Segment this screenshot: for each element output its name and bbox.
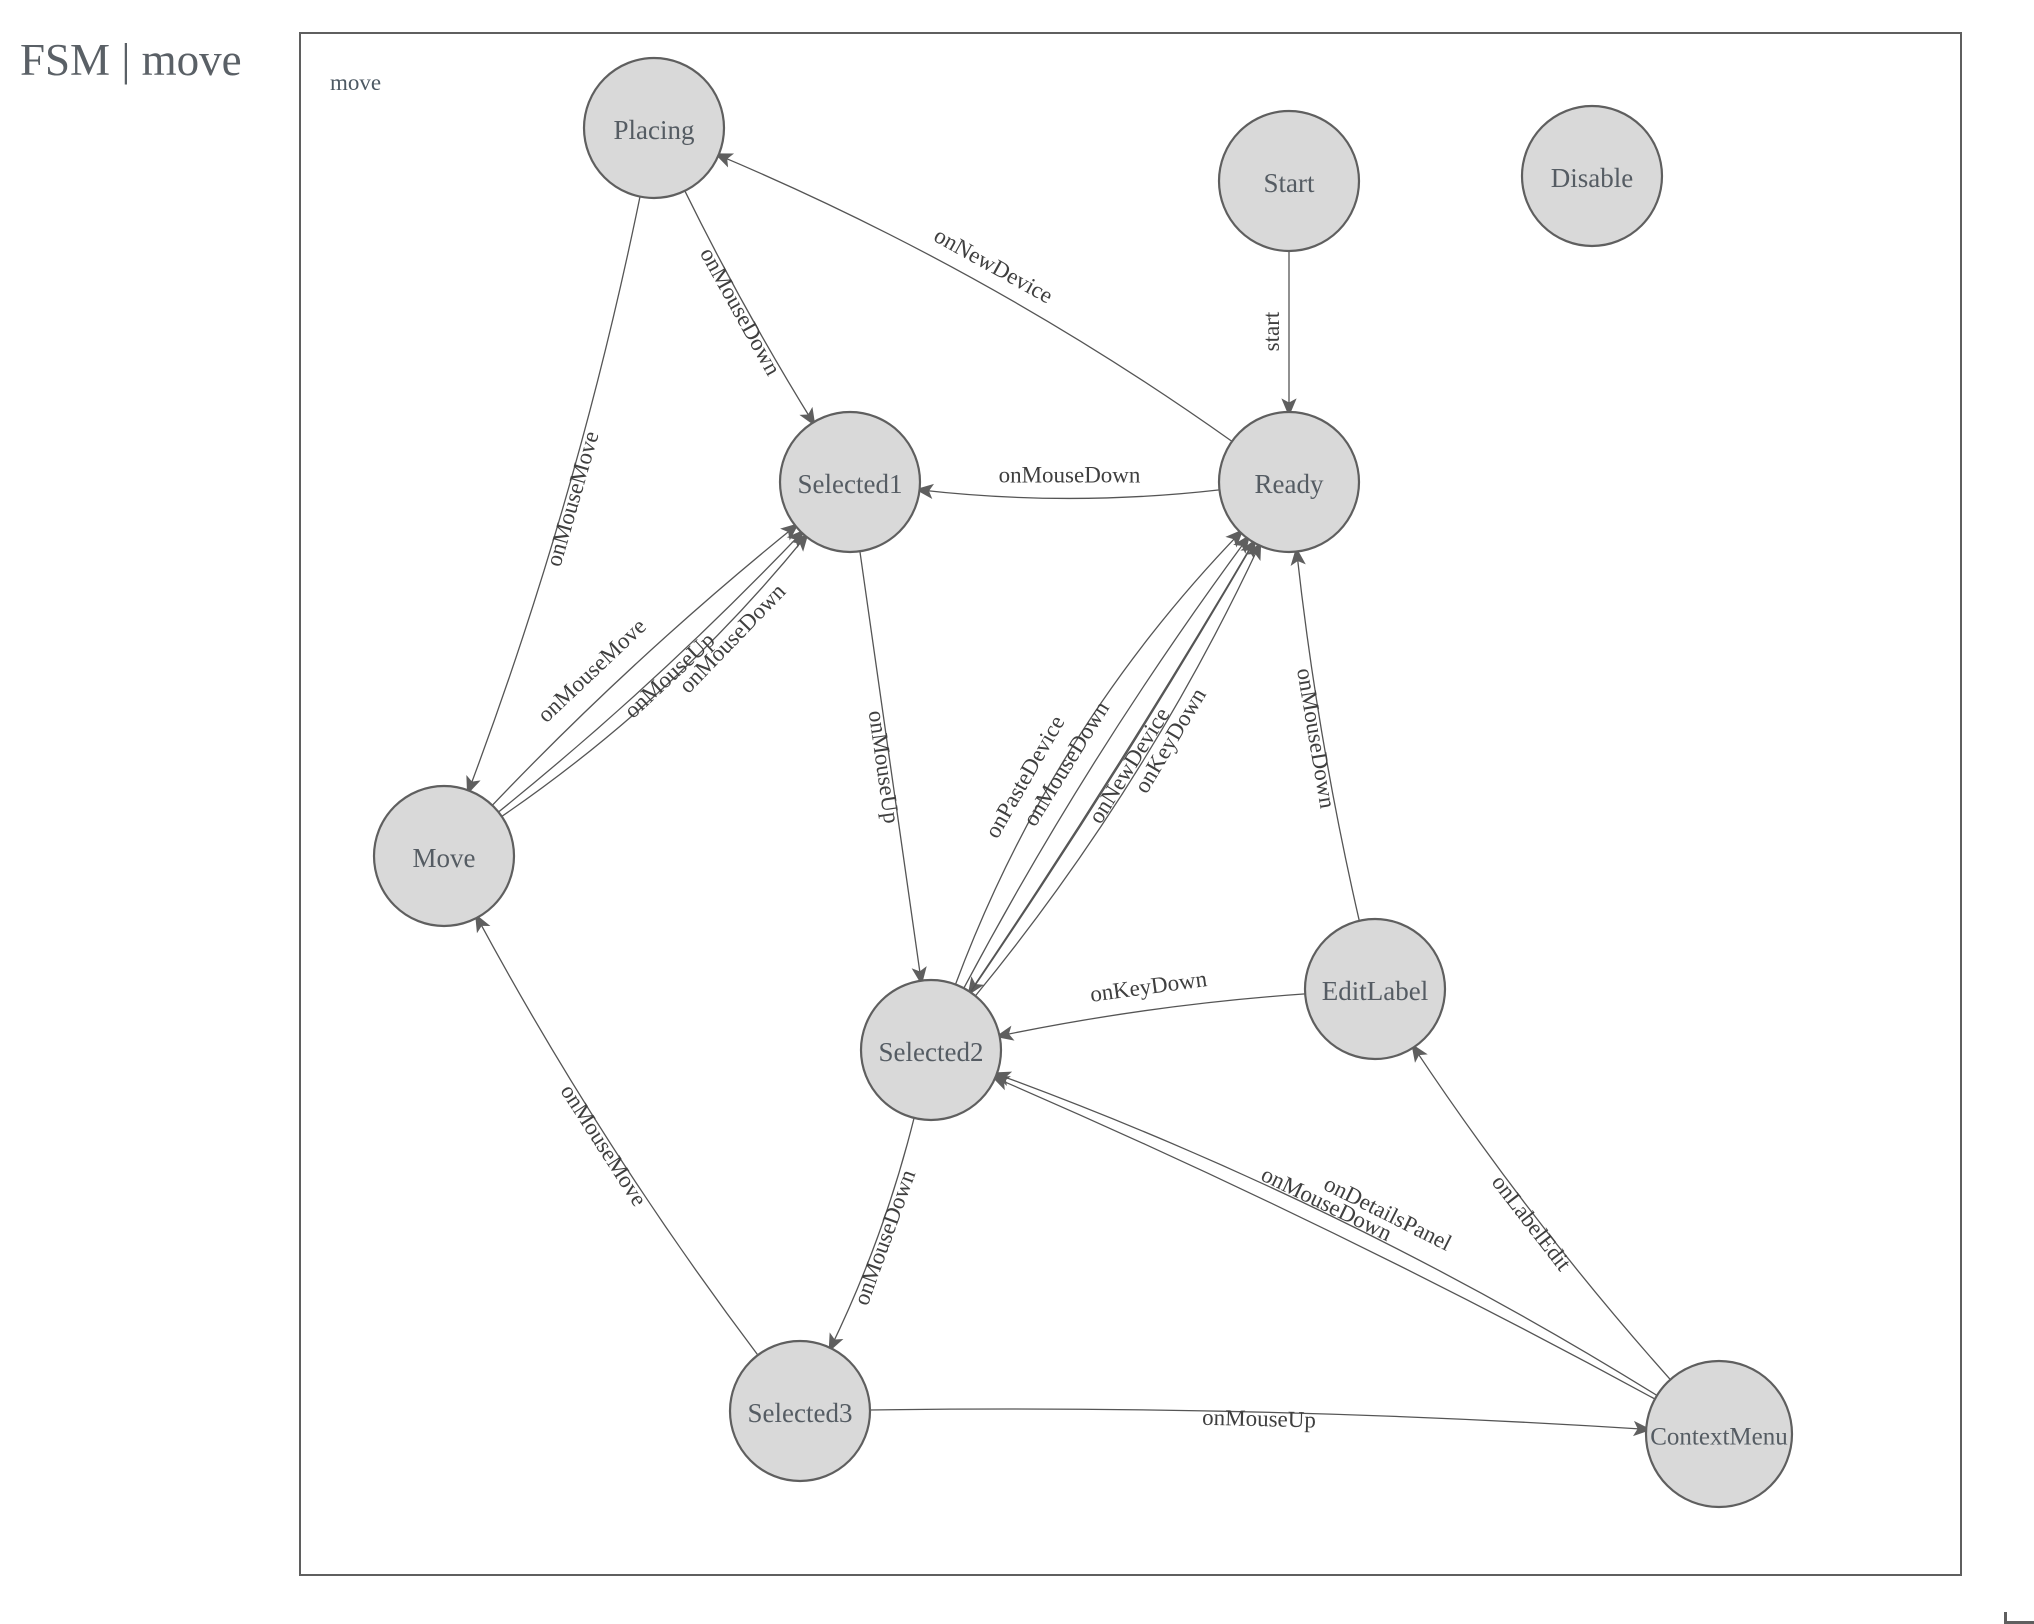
svg-text:start: start (1259, 311, 1284, 351)
svg-text:onMouseUp: onMouseUp (1202, 1405, 1316, 1433)
svg-text:onMouseDown: onMouseDown (999, 463, 1141, 488)
svg-text:Selected2: Selected2 (879, 1037, 984, 1067)
svg-text:EditLabel: EditLabel (1322, 976, 1428, 1006)
svg-text:Move: Move (413, 843, 476, 873)
svg-text:Placing: Placing (614, 115, 695, 145)
svg-text:Ready: Ready (1255, 469, 1324, 499)
svg-text:Start: Start (1264, 168, 1315, 198)
svg-text:FSM | move: FSM | move (20, 35, 242, 85)
svg-text:Disable: Disable (1551, 163, 1633, 193)
svg-text:Selected1: Selected1 (798, 469, 903, 499)
svg-text:move: move (330, 70, 381, 95)
svg-text:ContextMenu: ContextMenu (1650, 1424, 1788, 1451)
svg-text:Selected3: Selected3 (748, 1398, 853, 1428)
